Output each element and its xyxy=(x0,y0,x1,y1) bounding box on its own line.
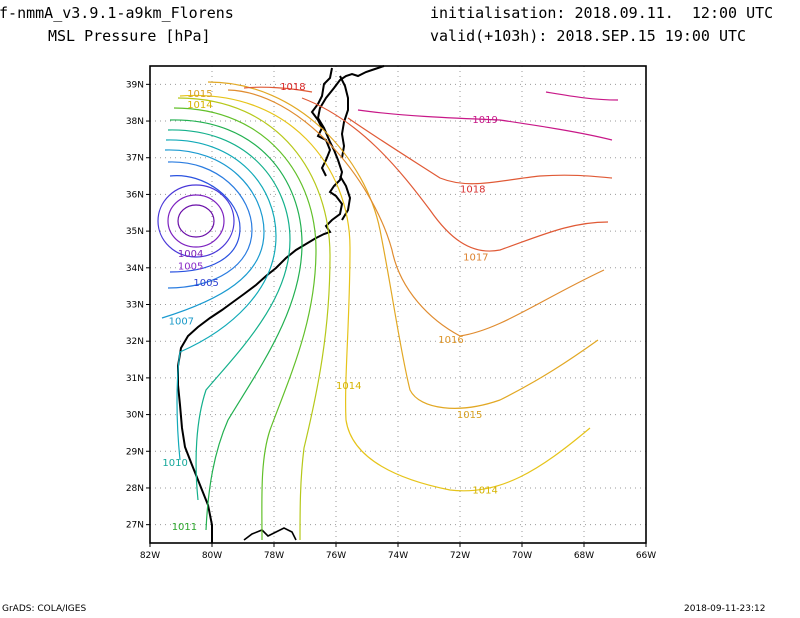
isobar xyxy=(301,97,609,252)
contour-label: 1014 xyxy=(472,485,497,496)
isobar xyxy=(347,117,613,185)
y-tick-label: 31N xyxy=(126,374,144,384)
isobar xyxy=(169,175,241,273)
contour-label: 1014 xyxy=(187,100,212,111)
isobar xyxy=(161,149,265,319)
isobar xyxy=(227,89,605,337)
y-tick-label: 27N xyxy=(126,521,144,531)
coastline-delmarva xyxy=(339,75,349,159)
y-tick-label: 35N xyxy=(126,227,144,237)
axis-ticks: 82W 80W 78W 76W 74W 72W 70W 68W 66W 27N 28N 29N 30N 3… xyxy=(126,80,656,561)
isobar xyxy=(545,91,619,101)
contour-label: 1014 xyxy=(336,381,361,392)
isobar xyxy=(207,81,599,409)
x-tick-label: 68W xyxy=(574,551,594,561)
y-tick-label: 33N xyxy=(126,301,144,311)
contour-label: 1018 xyxy=(280,82,305,93)
y-tick-label: 34N xyxy=(126,264,144,274)
isobar xyxy=(157,184,235,258)
contour-label: 1004 xyxy=(178,249,203,260)
y-tick-label: 32N xyxy=(126,337,144,347)
contour-labels: 1004100510051007101010111014101410141015… xyxy=(162,82,497,533)
y-tick-label: 39N xyxy=(126,80,144,90)
x-tick-label: 76W xyxy=(326,551,346,561)
contour-label: 1019 xyxy=(472,115,497,126)
coastline-bahamas xyxy=(243,527,297,541)
contour-label: 1017 xyxy=(463,252,488,263)
contour-label: 1015 xyxy=(187,89,212,100)
grads-credit: GrADS: COLA/IGES xyxy=(2,604,87,614)
valid-time: valid(+103h): 2018.SEP.15 19:00 UTC xyxy=(430,27,747,45)
isobar xyxy=(243,86,313,93)
isobar xyxy=(173,107,317,541)
isobar xyxy=(177,204,215,238)
contour-label: 1016 xyxy=(438,335,463,346)
y-tick-label: 29N xyxy=(126,447,144,457)
contour-label: 1005 xyxy=(193,278,218,289)
isobar-contours xyxy=(157,81,619,541)
contour-label: 1018 xyxy=(460,185,485,196)
timestamp: 2018-09-11-23:12 xyxy=(684,604,766,614)
y-tick-label: 30N xyxy=(126,411,144,421)
coastline-chesapeake xyxy=(310,67,333,177)
y-tick-label: 38N xyxy=(126,117,144,127)
isobar xyxy=(165,139,277,461)
x-tick-label: 74W xyxy=(388,551,408,561)
init-time: initialisation: 2018.09.11. 12:00 UTC xyxy=(430,4,774,22)
isobar xyxy=(169,119,303,531)
contour-label: 1005 xyxy=(178,262,203,273)
contour-label: 1011 xyxy=(172,522,197,533)
x-tick-label: 70W xyxy=(512,551,532,561)
isobar xyxy=(167,129,291,501)
x-tick-label: 78W xyxy=(264,551,284,561)
isobar xyxy=(177,97,331,541)
contour-label: 1007 xyxy=(169,317,194,328)
contour-label: 1015 xyxy=(457,410,482,421)
graticule-grid xyxy=(150,66,646,543)
isobar xyxy=(179,94,591,492)
x-tick-label: 72W xyxy=(450,551,470,561)
isobar xyxy=(167,161,253,289)
model-title: rf-nmmA_v3.9.1-a9km_Florens xyxy=(0,4,234,22)
y-tick-label: 36N xyxy=(126,190,144,200)
x-tick-label: 80W xyxy=(202,551,222,561)
isobar xyxy=(357,109,613,141)
y-tick-label: 37N xyxy=(126,154,144,164)
field-title: MSL Pressure [hPa] xyxy=(48,27,211,45)
y-tick-label: 28N xyxy=(126,484,144,494)
contour-label: 1010 xyxy=(162,458,187,469)
x-tick-label: 82W xyxy=(140,551,160,561)
x-tick-label: 66W xyxy=(636,551,656,561)
isobar xyxy=(167,194,225,248)
